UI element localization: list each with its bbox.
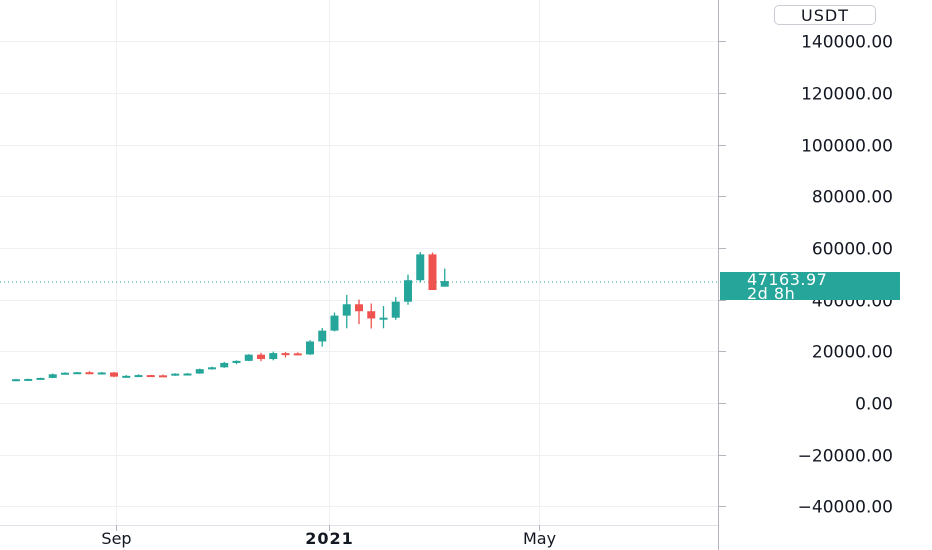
candle	[367, 303, 376, 329]
candle-body	[159, 375, 167, 378]
y-tick-label: 0.00	[855, 395, 893, 415]
bar-countdown: 2d 8h	[747, 284, 796, 303]
candle-body	[306, 341, 314, 355]
candle	[146, 374, 155, 378]
candle	[24, 378, 33, 381]
candle-body	[85, 372, 94, 375]
candle	[281, 352, 290, 358]
candle-body	[244, 354, 253, 361]
time-axis[interactable]: Sep 2021 May	[101, 525, 556, 548]
candle	[355, 299, 363, 325]
candle	[85, 371, 94, 375]
candle-body	[293, 353, 302, 356]
y-tick-label: 20000.00	[812, 343, 893, 363]
candle	[110, 371, 118, 378]
y-tick-label: 140000.00	[801, 33, 893, 53]
candle-body	[61, 372, 69, 375]
y-tick-label: 60000.00	[812, 240, 893, 260]
candle	[404, 274, 412, 305]
candle-body	[379, 317, 388, 320]
candle	[208, 366, 216, 370]
candle	[428, 252, 437, 291]
candle-body	[48, 374, 57, 378]
candle-body	[416, 254, 425, 281]
candle-body	[171, 373, 180, 376]
last-price-value: 47163.97	[747, 270, 828, 289]
x-tick-label: 2021	[305, 529, 354, 548]
candle	[318, 328, 327, 347]
candle-body	[110, 372, 118, 377]
candle-body	[183, 373, 192, 376]
y-tick-label: −40000.00	[798, 498, 893, 518]
candle-body	[12, 379, 20, 382]
x-tick-label: May	[523, 529, 556, 548]
candle-body	[146, 375, 155, 378]
y-tick-label: −20000.00	[798, 447, 893, 467]
candle	[134, 374, 143, 378]
x-tick-label: Sep	[101, 529, 131, 548]
candle	[379, 306, 388, 329]
y-tick-label: 100000.00	[801, 137, 893, 157]
candle-body	[257, 354, 265, 360]
candles	[12, 252, 449, 382]
candle	[122, 375, 131, 378]
candle-body	[97, 372, 106, 375]
candle	[171, 373, 180, 376]
candle-body	[220, 362, 229, 368]
candle	[232, 360, 241, 365]
candle	[342, 294, 351, 329]
candle	[269, 351, 278, 361]
candle-body	[232, 360, 241, 363]
candle	[159, 374, 167, 378]
candle	[306, 340, 314, 355]
candle	[195, 368, 204, 374]
candle-body	[367, 311, 376, 319]
candle-body	[122, 375, 131, 378]
candle-body	[73, 372, 82, 375]
candle	[48, 373, 57, 379]
candle-body	[24, 378, 33, 381]
y-tick-label: 120000.00	[801, 85, 893, 105]
candle-body	[355, 304, 363, 312]
grid-lines	[0, 0, 718, 525]
candle-body	[330, 315, 339, 331]
currency-unit-button[interactable]: USDT	[774, 5, 876, 25]
candle	[61, 372, 69, 375]
candle	[220, 361, 229, 368]
candle-body	[318, 330, 327, 342]
candle-body	[36, 377, 45, 380]
candle-body	[134, 375, 143, 378]
candle	[183, 373, 192, 376]
candle	[293, 352, 302, 356]
candle	[257, 352, 265, 362]
candle	[244, 354, 253, 362]
last-price-label: 47163.97 2d 8h	[720, 270, 900, 303]
candle	[73, 371, 82, 375]
candle-body	[391, 301, 400, 318]
y-tick-label: 80000.00	[812, 188, 893, 208]
candle-body	[195, 369, 204, 374]
candle	[416, 252, 425, 283]
candle	[330, 312, 339, 332]
candle	[97, 371, 106, 375]
candle-body	[208, 367, 216, 370]
candle	[36, 377, 45, 380]
candle-body	[281, 353, 290, 356]
candle-body	[269, 353, 278, 360]
candle	[440, 268, 449, 287]
candle-body	[428, 254, 437, 291]
candle-body	[404, 280, 412, 302]
candle	[391, 297, 400, 320]
candle	[12, 378, 20, 382]
candle-body	[342, 304, 351, 316]
candle-body	[440, 281, 449, 287]
price-axis[interactable]: 140000.00 120000.00 100000.00 80000.00 60000…	[718, 33, 893, 518]
